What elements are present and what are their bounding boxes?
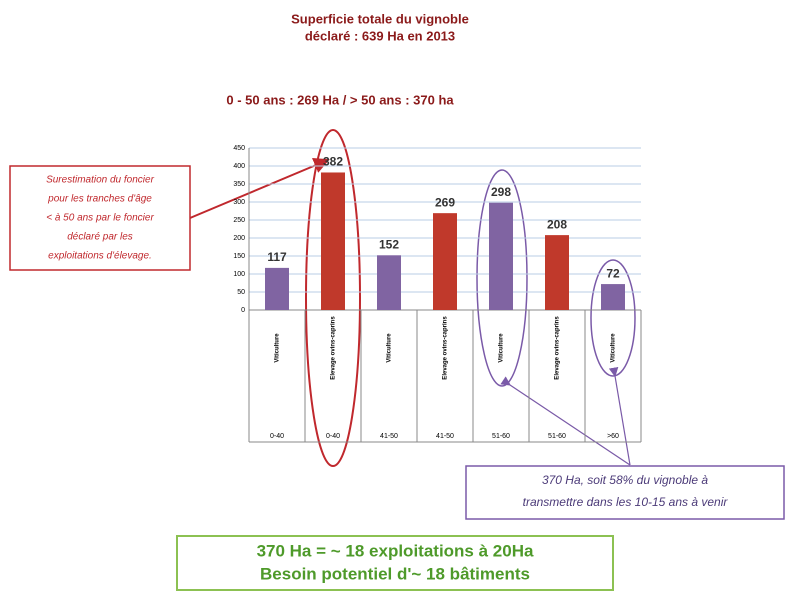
group-label: 0-40 (326, 433, 340, 440)
group-label: 51-60 (492, 433, 510, 440)
note-text: < à 50 ans par le foncier (46, 213, 154, 224)
bar (601, 284, 625, 310)
bar (377, 255, 401, 310)
data-label: 208 (547, 217, 567, 231)
y-tick-label: 300 (233, 199, 245, 206)
y-tick-label: 0 (241, 307, 245, 314)
note-text: déclaré par les (67, 232, 133, 243)
note-text: pour les tranches d'âge (47, 194, 152, 205)
y-tick-label: 350 (233, 181, 245, 188)
x-tick-label: Viticulture (275, 333, 281, 363)
note-text: 370 Ha = ~ 18 exploitations à 20Ha (257, 541, 534, 560)
x-tick-label: Viticulture (499, 333, 505, 363)
y-tick-label: 100 (233, 271, 245, 278)
note-text: transmettre dans les 10-15 ans à venir (523, 495, 729, 509)
bar (489, 202, 513, 310)
data-label: 269 (435, 195, 455, 209)
x-tick-label: Viticulture (387, 333, 393, 363)
group-label: 0-40 (270, 433, 284, 440)
note-text: exploitations d'élevage. (48, 251, 152, 262)
data-label: 72 (606, 266, 620, 280)
note-box (465, 465, 785, 520)
highlight-ellipse (476, 169, 528, 387)
note-box (176, 535, 614, 591)
y-tick-label: 400 (233, 163, 245, 170)
data-label: 298 (491, 185, 511, 199)
y-tick-label: 150 (233, 253, 245, 260)
data-label: 117 (267, 250, 287, 264)
bar (545, 235, 569, 310)
chart-title: déclaré : 639 Ha en 2013 (305, 28, 455, 43)
arrow (608, 366, 631, 466)
bar (265, 267, 289, 310)
x-tick-label: Elevage ovins-caprins (331, 316, 337, 380)
note-text: Besoin potentiel d'~ 18 bâtiments (260, 564, 530, 583)
highlight-ellipse (305, 129, 361, 467)
group-label: 41-50 (436, 433, 454, 440)
bar (321, 172, 345, 310)
group-label: 41-50 (380, 433, 398, 440)
data-label: 152 (379, 237, 399, 251)
subtitle: 0 - 50 ans : 269 Ha / > 50 ans : 370 ha (226, 92, 454, 107)
bar (433, 213, 457, 310)
x-tick-label: Elevage ovins-caprins (443, 316, 449, 380)
note-text: Surestimation du foncier (46, 175, 155, 186)
chart-title: Superficie totale du vignoble (291, 11, 469, 26)
arrow (189, 158, 330, 219)
note-box (9, 165, 191, 271)
y-tick-label: 200 (233, 235, 245, 242)
y-tick-label: 450 (233, 145, 245, 152)
note-text: 370 Ha, soit 58% du vignoble à (542, 473, 708, 487)
y-tick-label: 50 (237, 289, 245, 296)
group-label: 51-60 (548, 433, 566, 440)
data-label: 382 (323, 155, 343, 169)
arrow (500, 376, 631, 466)
x-tick-label: Viticulture (611, 333, 617, 363)
group-label: >60 (607, 433, 619, 440)
x-tick-label: Elevage ovins-caprins (555, 316, 561, 380)
y-tick-label: 250 (233, 217, 245, 224)
